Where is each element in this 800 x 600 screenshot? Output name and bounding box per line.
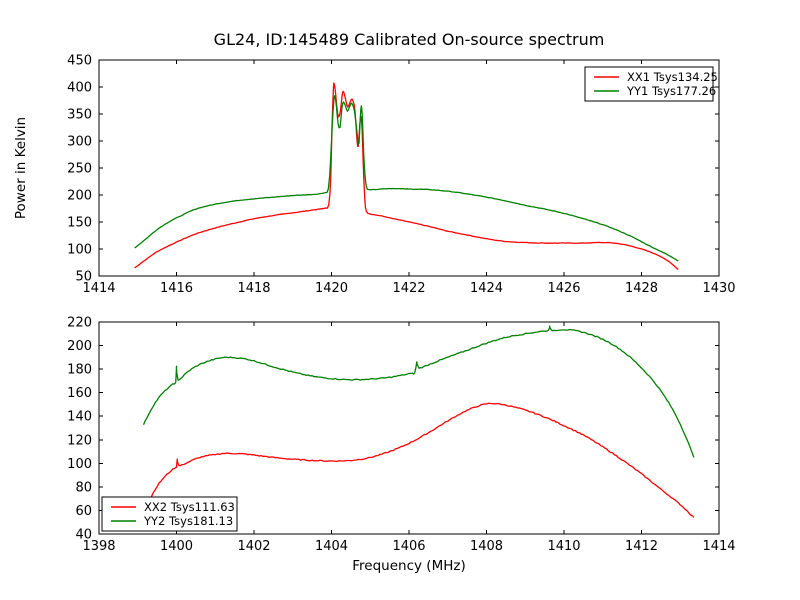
y-tick-label: 150 — [67, 216, 92, 231]
y-tick-label: 180 — [67, 363, 92, 378]
x-tick-label: 1400 — [160, 539, 193, 554]
legend-entry-label: YY2 Tsys181.13 — [143, 514, 233, 528]
series-xx2 — [144, 402, 695, 518]
y-tick-label: 140 — [67, 410, 92, 425]
x-tick-label: 1424 — [470, 281, 503, 296]
x-tick-label: 1414 — [82, 281, 115, 296]
x-tick-label: 1414 — [702, 539, 735, 554]
x-tick-label: 1412 — [625, 539, 658, 554]
legend-entry-label: XX2 Tsys111.63 — [144, 500, 235, 514]
y-tick-label: 450 — [67, 54, 92, 69]
x-tick-label: 1404 — [315, 539, 348, 554]
y-tick-label: 80 — [75, 480, 92, 495]
legend-box — [584, 66, 714, 102]
y-tick-label: 250 — [67, 162, 92, 177]
y-tick-label: 40 — [75, 528, 92, 543]
x-tick-label: 1416 — [160, 281, 193, 296]
x-tick-label: 1418 — [237, 281, 270, 296]
x-tick-label: 1422 — [392, 281, 425, 296]
x-tick-label: 1398 — [82, 539, 115, 554]
legend-box — [101, 496, 238, 532]
x-tick-label: 1408 — [470, 539, 503, 554]
top-subplot: 1414 1416 1418 1420 1422 1424 1426 1428 1430 50 10… — [13, 54, 736, 297]
legend-entry-label: YY1 Tsys177.26 — [626, 84, 716, 98]
bottom-subplot: 1398 1400 1402 1404 1406 1408 1410 1412 1414 40 60… — [67, 316, 735, 575]
series-yy2 — [142, 325, 695, 458]
y-tick-label: 50 — [75, 270, 92, 285]
y-tick-label: 120 — [67, 433, 92, 448]
y-tick-label: 350 — [67, 108, 92, 123]
x-tick-label: 1430 — [702, 281, 735, 296]
y-tick-label: 300 — [67, 135, 92, 150]
y-tick-label: 220 — [67, 316, 92, 331]
x-tick-label: 1406 — [392, 539, 425, 554]
y-tick-label: 200 — [67, 189, 92, 204]
y-tick-label: 100 — [67, 457, 92, 472]
y-tick-label: 400 — [67, 81, 92, 96]
x-tick-label: 1428 — [625, 281, 658, 296]
y-tick-label: 200 — [67, 339, 92, 354]
x-tick-label: 1426 — [547, 281, 580, 296]
y-tick-label: 60 — [75, 504, 92, 519]
x-tick-label: 1402 — [237, 539, 270, 554]
x-axis-label: Frequency (MHz) — [352, 558, 465, 574]
y-tick-label: 160 — [67, 386, 92, 401]
figure-title: GL24, ID:145489 Calibrated On-source spe… — [214, 30, 605, 49]
series-yy1 — [134, 95, 679, 262]
y-tick-label: 100 — [67, 243, 92, 258]
x-tick-label: 1410 — [547, 539, 580, 554]
y-axis-label: Power in Kelvin — [13, 117, 29, 219]
legend-entry-label: XX1 Tsys134.25 — [627, 70, 718, 84]
series-xx1 — [134, 82, 679, 271]
x-tick-label: 1420 — [315, 281, 348, 296]
